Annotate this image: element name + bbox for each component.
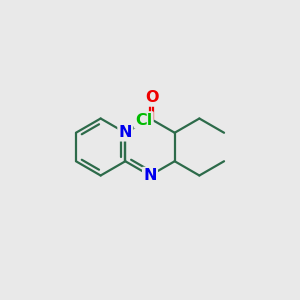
Text: N: N bbox=[143, 168, 157, 183]
Text: Cl: Cl bbox=[135, 112, 152, 128]
Text: O: O bbox=[145, 91, 158, 106]
Text: N: N bbox=[118, 125, 132, 140]
